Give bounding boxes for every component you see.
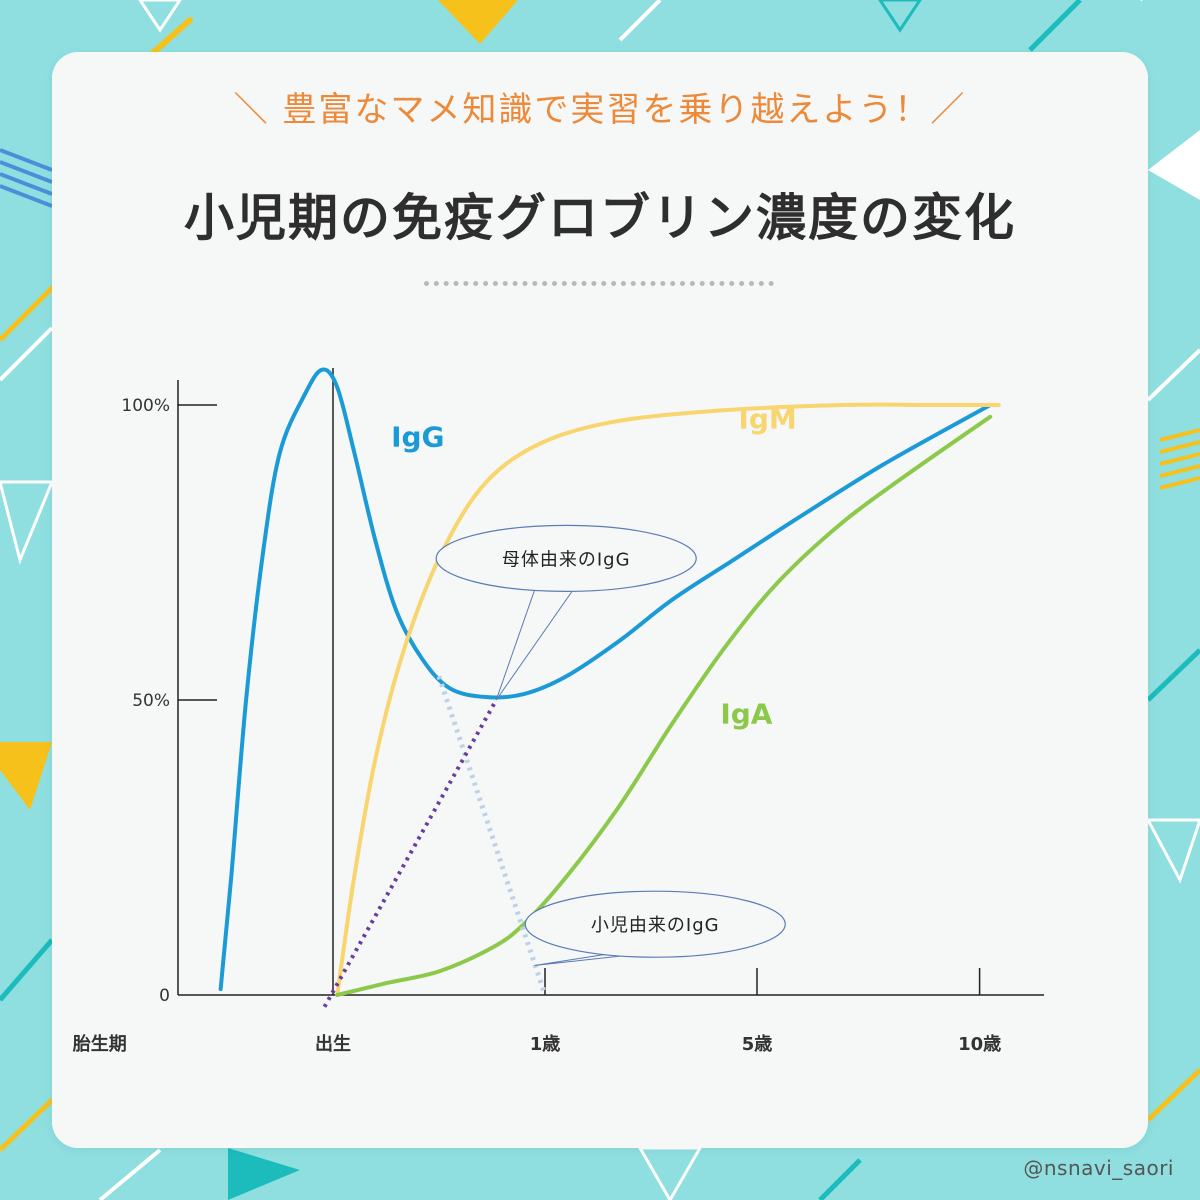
decor-triangle-teal-bottom [228, 1148, 300, 1200]
decor-line-teal-right [1146, 648, 1200, 702]
x-tick-label-3: 5歳 [742, 1034, 773, 1055]
subtitle: ＼ 豊富なマメ知識で実習を乗り越えよう！／ [233, 90, 967, 130]
series-label-2: IgA [720, 698, 772, 731]
x-tick-label-2: 1歳 [530, 1034, 561, 1055]
callout-text-1: 小児由来のIgG [591, 915, 720, 936]
decor-line-white-left [0, 326, 54, 382]
decor-line-yellow-bottom-left [0, 1098, 54, 1152]
decor-triangle-outline-bottom [637, 1146, 703, 1200]
decor-line-white-right [1146, 348, 1200, 402]
series-line-1 [335, 402, 1001, 997]
y-tick-label-2: 0 [159, 986, 170, 1006]
decor-triangle-yellow-left [0, 742, 52, 810]
callout-fill-0 [437, 526, 695, 590]
decor-triangle-teal-top [878, 0, 922, 33]
decor-line-white-top [618, 0, 662, 42]
callout-1: 小児由来のIgG [524, 890, 786, 966]
callout-0: 母体由来のIgG [435, 524, 697, 701]
decor-triangle-yellow-top [438, 0, 518, 44]
decor-triangle-outline-right [1145, 818, 1200, 884]
decor-triangle-outline-top-left [138, 0, 182, 33]
y-tick-label-1: 50% [132, 691, 170, 711]
series-label-1: IgM [738, 403, 796, 436]
decor-triangle-outline-left [0, 480, 55, 565]
decor-line-teal-bottom [818, 1158, 862, 1200]
series-line-4 [322, 699, 498, 1008]
decor-stripes-left [0, 148, 53, 208]
decor-line-teal-top-right [1028, 0, 1082, 52]
series-line-2 [335, 414, 993, 997]
decor-stripes-right [1159, 428, 1200, 490]
title-divider [424, 281, 774, 286]
decor-line-yellow-right [1146, 1068, 1200, 1122]
y-tick-label-0: 100% [121, 396, 170, 416]
x-tick-label-4: 10歳 [958, 1034, 1001, 1055]
series-line-0 [218, 367, 993, 992]
x-tick-label-0: 胎生期 [73, 1033, 127, 1055]
callout-pointer-0 [495, 584, 578, 701]
series-label-0: IgG [391, 420, 444, 453]
x-tick-label-1: 出生 [315, 1033, 351, 1055]
content-card [52, 52, 1148, 1148]
decor-line-white-bottom [98, 1148, 162, 1200]
callout-text-0: 母体由来のIgG [502, 549, 631, 570]
author-handle: @nsnavi_saori [1023, 1156, 1174, 1180]
callout-fill-1 [526, 892, 784, 956]
decor-line-teal-left [0, 938, 54, 1002]
decor-triangle-white-right [1148, 130, 1200, 200]
page-title: 小児期の免疫グロブリン濃度の変化 [184, 189, 1016, 247]
